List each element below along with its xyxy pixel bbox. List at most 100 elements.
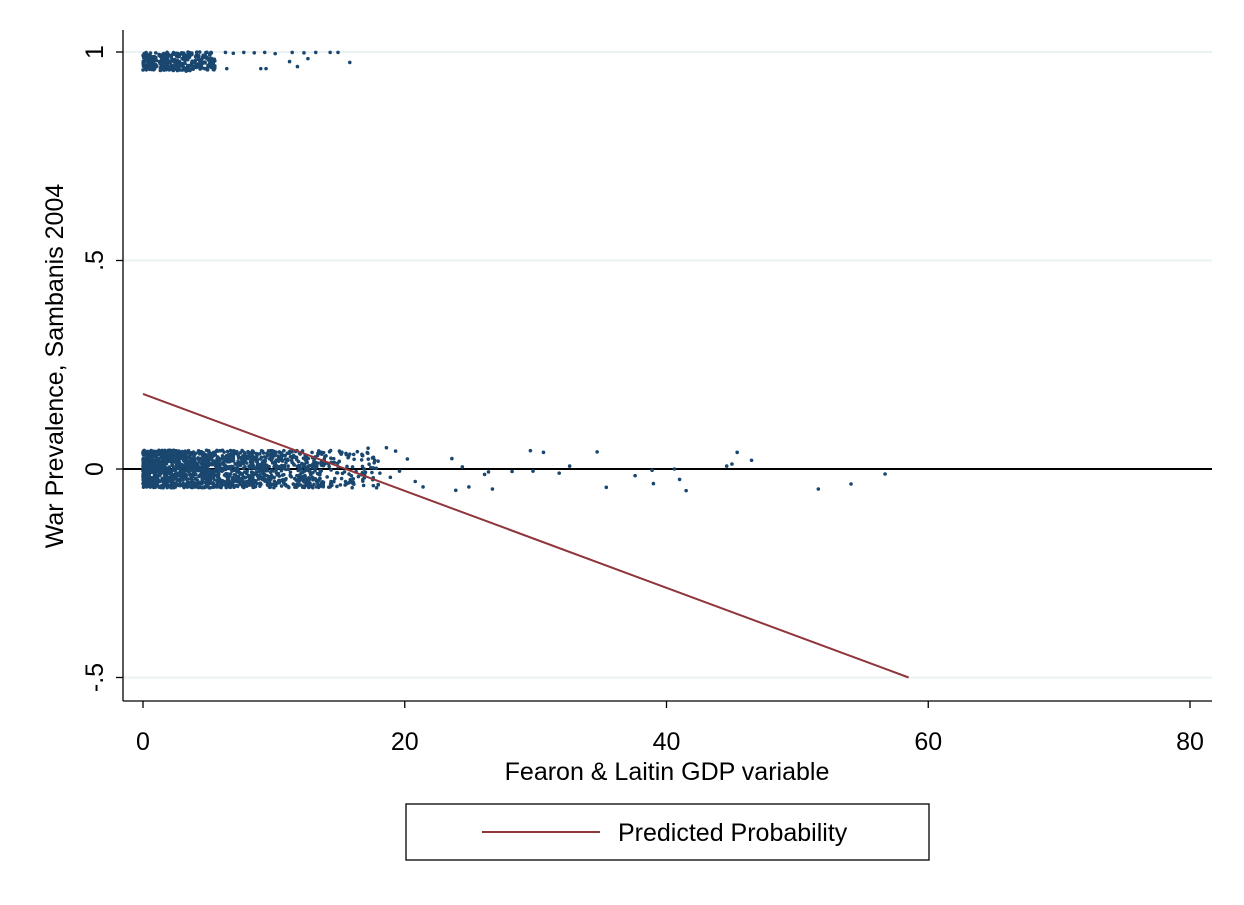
scatter-point: [185, 480, 190, 485]
scatter-point: [187, 462, 192, 466]
scatter-point: [154, 454, 158, 459]
scatter-point: [298, 483, 303, 487]
scatter-point: [226, 453, 230, 457]
scatter-point: [345, 464, 349, 469]
scatter-point: [154, 64, 158, 69]
scatter-point: [191, 66, 195, 71]
scatter-point: [482, 472, 487, 477]
scatter-point: [374, 485, 379, 490]
scatter-point: [183, 61, 187, 66]
scatter-point: [160, 55, 165, 60]
scatter-point: [367, 462, 371, 466]
scatter-point: [142, 469, 147, 473]
scatter-point: [285, 451, 290, 456]
scatter-point: [276, 454, 281, 458]
scatter-point: [181, 470, 186, 475]
scatter-point: [283, 482, 288, 487]
scatter-point: [173, 62, 177, 67]
scatter-point: [208, 461, 212, 466]
scatter-point: [258, 462, 262, 467]
scatter-point: [310, 465, 315, 470]
y-tick-label: -.5: [81, 663, 109, 692]
scatter-point: [197, 482, 202, 486]
scatter-point: [301, 474, 305, 479]
scatter-point: [290, 50, 294, 55]
scatter-point: [142, 52, 147, 57]
scatter-point: [273, 452, 277, 457]
scatter-point: [254, 470, 259, 474]
scatter-point: [335, 461, 340, 465]
scatter-point: [359, 458, 364, 462]
scatter-point: [174, 59, 179, 64]
scatter-point: [209, 50, 213, 55]
x-tick-label: 20: [391, 728, 419, 756]
x-tick-label: 60: [914, 728, 942, 756]
scatter-point: [187, 65, 191, 69]
scatter-point: [252, 51, 257, 55]
scatter-point: [188, 68, 192, 73]
scatter-point: [233, 479, 237, 484]
scatter-point: [262, 50, 267, 55]
scatter-point: [243, 475, 248, 480]
scatter-point: [286, 467, 291, 472]
scatter-point: [258, 66, 263, 71]
scatter-point: [677, 477, 682, 482]
scatter-point: [376, 459, 380, 463]
scatter-point: [184, 69, 188, 73]
scatter-point: [166, 459, 171, 464]
scatter-point: [240, 476, 245, 480]
scatter-point: [151, 62, 156, 66]
scatter-point: [189, 474, 194, 478]
scatter-point: [300, 470, 305, 475]
scatter-point: [197, 474, 201, 479]
scatter-point: [213, 64, 217, 68]
scatter-point: [176, 65, 180, 70]
scatter-point: [216, 461, 221, 466]
scatter-point: [264, 478, 269, 483]
scatter-point: [264, 66, 268, 71]
scatter-point: [274, 458, 279, 462]
scatter-point: [236, 468, 241, 473]
scatter-point: [374, 466, 379, 471]
scatter-point: [290, 450, 294, 454]
scatter-point: [849, 482, 853, 486]
scatter-point: [193, 452, 197, 456]
scatter-point: [234, 462, 239, 466]
scatter-point: [146, 466, 151, 471]
scatter-point: [149, 467, 154, 471]
scatter-point: [253, 466, 258, 470]
scatter-point: [224, 458, 228, 462]
scatter-point: [169, 471, 174, 476]
scatter-point: [150, 483, 155, 488]
scatter-point: [250, 460, 255, 465]
scatter-point: [304, 477, 308, 482]
scatter-point: [155, 458, 160, 463]
scatter-point: [254, 455, 259, 460]
scatter-point: [202, 468, 207, 473]
scatter-point: [155, 450, 160, 455]
scatter-point: [209, 56, 214, 61]
scatter-point: [346, 455, 350, 460]
scatter-point: [156, 484, 161, 488]
scatter-point: [215, 448, 219, 453]
scatter-point: [147, 472, 152, 477]
scatter-point: [162, 58, 166, 62]
scatter-point: [211, 67, 216, 72]
scatter-point: [238, 478, 243, 483]
scatter-point: [246, 474, 251, 479]
scatter-point: [329, 456, 333, 460]
scatter-point: [160, 53, 165, 57]
scatter-point: [177, 53, 182, 57]
scatter-point: [212, 477, 216, 482]
predicted-probability-layer: [142, 393, 909, 679]
scatter-point: [229, 464, 234, 469]
scatter-point: [158, 65, 163, 70]
scatter-point: [735, 450, 739, 455]
scatter-point: [356, 474, 361, 479]
scatter-point: [278, 465, 283, 470]
scatter-point: [210, 469, 215, 474]
scatter-point: [200, 477, 205, 481]
scatter-point: [883, 472, 887, 476]
y-axis-ticks: -.5 0 .5 1: [81, 45, 123, 692]
scatter-point: [295, 64, 300, 69]
